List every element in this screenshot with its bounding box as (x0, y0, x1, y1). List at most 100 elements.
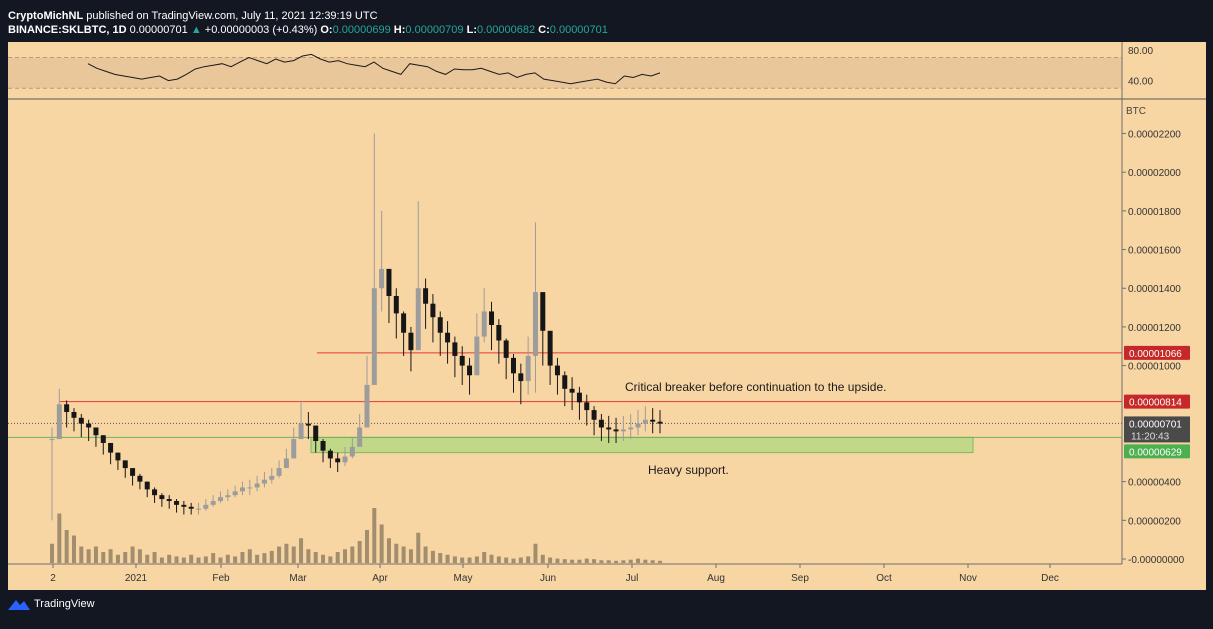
volume-bar (145, 554, 150, 563)
candle-body (401, 313, 407, 333)
candle-body (635, 423, 641, 428)
candle-body (423, 288, 429, 304)
volume-bar (401, 546, 406, 563)
rsi-line (87, 53, 661, 85)
candle-body (181, 504, 187, 507)
candle-body (137, 475, 143, 482)
candle-body (379, 268, 385, 289)
candle-body (327, 450, 333, 459)
volume-bar (86, 549, 91, 563)
candle-body (467, 365, 473, 376)
candle-body (239, 487, 245, 492)
volume-bar (526, 556, 531, 563)
candle-body (525, 355, 531, 382)
volume-bar (379, 524, 384, 563)
price-tick-label: 0.00001000 (1128, 362, 1181, 373)
candle-body (78, 417, 84, 424)
candle-body (349, 446, 355, 457)
candle-body (247, 487, 253, 489)
candle-body (657, 421, 663, 424)
last-price: 0.00000701 (129, 24, 188, 36)
volume-bar (343, 549, 348, 563)
candle-body (283, 458, 289, 469)
volume-bar (240, 552, 245, 563)
volume-bar (643, 559, 648, 563)
candle-body (217, 497, 223, 501)
candle-body (650, 419, 656, 422)
volume-bar (423, 546, 428, 563)
volume-bar (93, 546, 98, 563)
volume-bar (211, 553, 216, 563)
support-annotation: Heavy support. (648, 463, 729, 477)
volume-bar (599, 560, 604, 563)
candle-body (49, 439, 55, 441)
volume-bar (555, 558, 560, 563)
rsi-pane[interactable]: 80.00 40.00 (8, 46, 1153, 89)
candle-body (518, 373, 524, 382)
candles-layer[interactable] (49, 133, 663, 521)
time-axis[interactable]: 2 2021 Feb Mar Apr May Jun Jul Aug Sep Oct Nov Dec (50, 564, 1059, 584)
time-tick-label: Aug (707, 573, 725, 584)
volume-bar (606, 560, 611, 563)
volume-bar (460, 557, 465, 563)
support-price-label-bg (1124, 444, 1190, 459)
volume-bar (438, 553, 443, 563)
volume-bar (203, 556, 208, 563)
volume-bar (152, 552, 157, 563)
ohlc-line: BINANCE:SKLBTC, 1D 0.00000701 ▲ +0.00000… (8, 23, 608, 37)
candle-body (305, 423, 311, 426)
volume-bar (167, 554, 172, 563)
triangle-up-icon: ▲ (190, 24, 202, 36)
candle-body (71, 412, 77, 418)
resistance-high-price-label: 0.00001066 (1129, 349, 1182, 360)
candle-body (606, 427, 612, 430)
publish-line: CryptoMichNL published on TradingView.co… (8, 9, 608, 23)
chart-header: CryptoMichNL published on TradingView.co… (8, 9, 608, 37)
candle-body (642, 419, 648, 424)
candle-body (532, 292, 538, 356)
volume-bar (159, 557, 164, 563)
candle-body (93, 427, 99, 436)
price-tick-label: 0.00001200 (1128, 323, 1181, 334)
candle-body (547, 330, 553, 366)
time-tick-label: Dec (1041, 573, 1059, 584)
candle-body (445, 332, 451, 343)
volume-bar (636, 558, 641, 563)
time-tick-label: Apr (372, 573, 388, 584)
volume-bar (533, 543, 538, 563)
volume-bar (181, 557, 186, 563)
footer: TradingView (8, 598, 95, 610)
author-name[interactable]: CryptoMichNL (8, 10, 84, 22)
candle-body (562, 375, 568, 389)
volume-bar (79, 546, 84, 563)
candle-body (415, 288, 421, 351)
volume-bar (394, 543, 399, 563)
brand-name[interactable]: TradingView (34, 598, 95, 610)
candle-body (489, 311, 495, 325)
volume-bar (57, 513, 62, 563)
candle-body (452, 342, 458, 356)
price-tick-label: 0.00001600 (1128, 246, 1181, 257)
candle-body (613, 429, 619, 432)
candle-body (342, 456, 348, 463)
time-tick-label: Oct (876, 573, 892, 584)
volume-layer (50, 508, 662, 563)
volume-bar (255, 554, 260, 563)
low-label: L: (466, 24, 477, 36)
candle-body (166, 499, 172, 501)
volume-bar (299, 538, 304, 563)
resistance-high-price-label-bg (1124, 345, 1190, 360)
volume-bar (372, 508, 377, 563)
volume-bar (445, 554, 450, 563)
close-value: 0.00000701 (549, 24, 608, 36)
volume-bar (474, 556, 479, 563)
volume-bar (467, 557, 472, 563)
candle-body (628, 427, 634, 430)
symbol-label[interactable]: BINANCE:SKLBTC, 1D (8, 24, 127, 36)
price-tick-label: 0.00001400 (1128, 284, 1181, 295)
volume-bar (350, 546, 355, 563)
price-axis[interactable]: 0.00002200 0.00002000 0.00001800 0.00001600… (1122, 130, 1185, 566)
candle-body (210, 500, 216, 505)
